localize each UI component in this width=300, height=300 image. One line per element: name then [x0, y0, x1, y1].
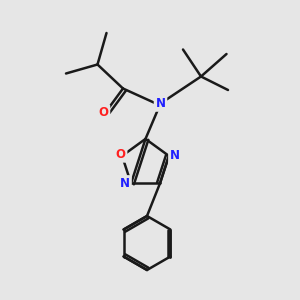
Text: O: O [116, 148, 126, 161]
Text: N: N [155, 97, 166, 110]
Text: O: O [98, 106, 109, 119]
Text: N: N [120, 177, 130, 190]
Text: N: N [170, 149, 180, 162]
